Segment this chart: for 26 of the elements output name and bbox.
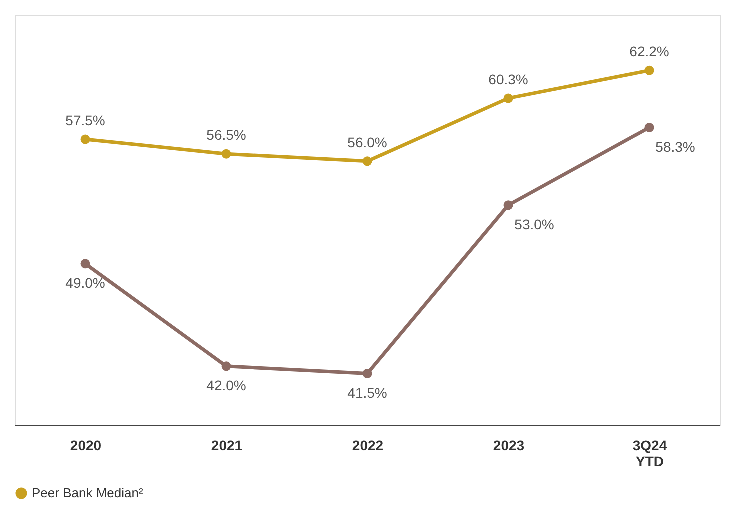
data-label: 42.0% [206,377,246,394]
x-tick-label: 2021 [211,438,243,454]
point [504,94,514,104]
point [222,149,232,159]
legend-label: Peer Bank Median² [32,486,144,500]
point [644,66,654,76]
point [644,123,654,132]
point [80,259,90,269]
data-label: 62.2% [630,44,670,60]
x-tick-label: 2020 [70,438,102,454]
x-tick-label: 2022 [352,438,384,454]
data-label: 53.0% [514,216,554,232]
data-label: 49.0% [66,274,106,291]
x-tick-label: 3Q24 YTD [632,438,668,470]
point [504,200,514,210]
data-label: 56.5% [206,127,246,144]
point [222,362,232,372]
data-label: 60.3% [488,71,528,88]
data-label: 41.5% [348,384,388,401]
point [362,369,372,378]
x-tick-label: 2023 [493,438,525,454]
data-label: 56.0% [348,134,388,150]
data-label: 58.3% [656,138,696,155]
point [362,156,372,166]
data-label: 57.5% [66,112,106,128]
point [80,134,90,144]
